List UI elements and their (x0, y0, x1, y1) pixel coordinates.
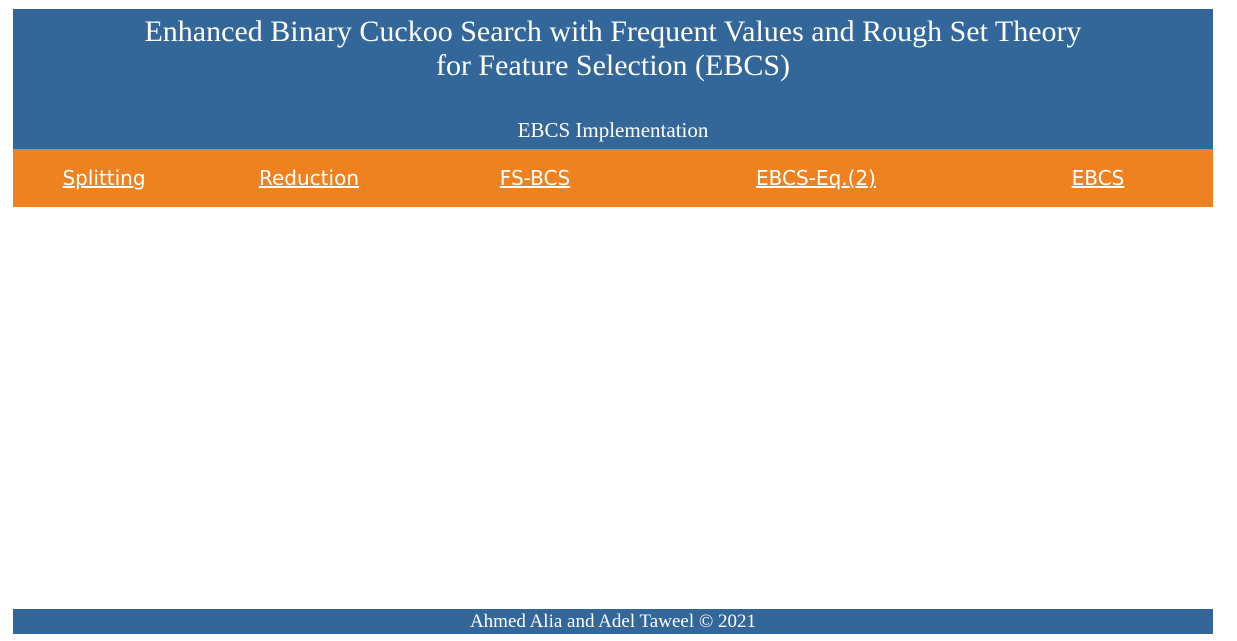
footer-copyright: Ahmed Alia and Adel Taweel © 2021 (469, 611, 757, 632)
page-title-line-1: Enhanced Binary Cuckoo Search with Frequ… (144, 15, 1082, 48)
main-content (13, 207, 1213, 609)
header-banner: Enhanced Binary Cuckoo Search with Frequ… (13, 9, 1213, 149)
page-subtitle: EBCS Implementation (517, 118, 709, 142)
nav-link-fs-bcs[interactable]: FS-BCS (499, 166, 571, 190)
nav-link-reduction[interactable]: Reduction (259, 166, 359, 190)
footer: Ahmed Alia and Adel Taweel © 2021 (13, 609, 1213, 634)
nav-link-splitting[interactable]: Splitting (62, 166, 146, 190)
nav-link-ebcs-eq2[interactable]: EBCS-Eq.(2) (756, 166, 876, 190)
main-nav: Splitting Reduction FS-BCS EBCS-Eq.(2) E… (13, 149, 1213, 207)
page-title-line-2: for Feature Selection (EBCS) (435, 49, 791, 82)
nav-link-ebcs[interactable]: EBCS (1071, 166, 1125, 190)
page-title: Enhanced Binary Cuckoo Search with Frequ… (13, 9, 1213, 83)
